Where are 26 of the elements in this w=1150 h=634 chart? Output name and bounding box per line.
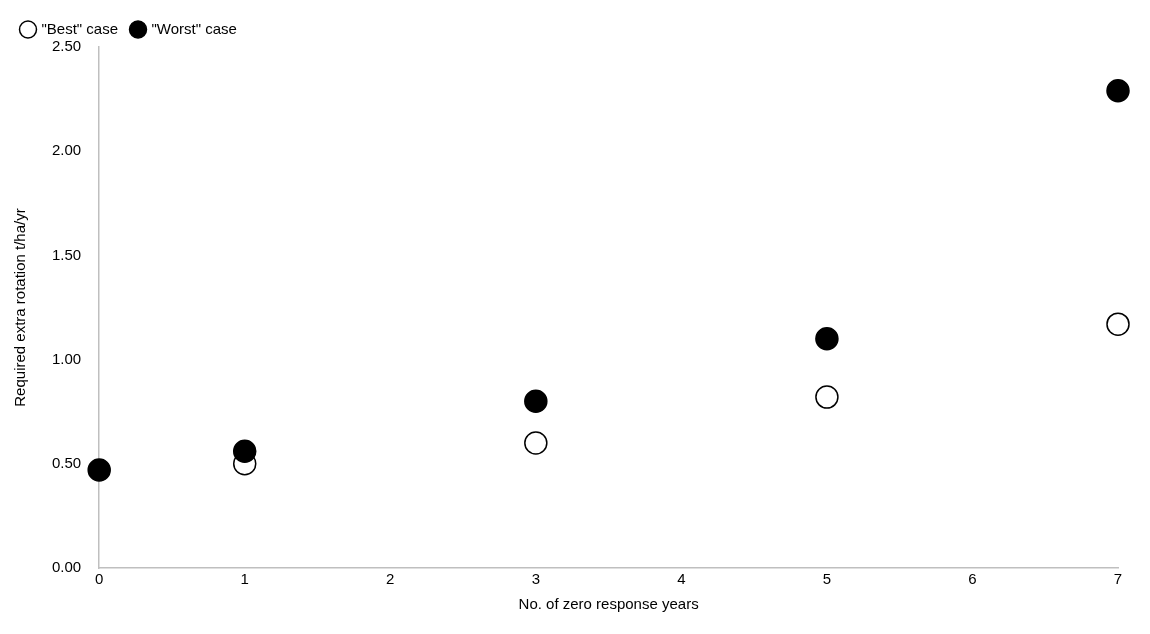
y-tick-label: 2.50	[51, 37, 82, 55]
point	[1106, 312, 1130, 336]
point	[524, 431, 548, 455]
x-tick-label: 5	[822, 570, 832, 588]
legend-label: "Best" case	[41, 19, 119, 37]
point	[87, 458, 111, 482]
y-tick-label: 1.50	[51, 245, 82, 263]
x-tick-label: 6	[968, 570, 977, 588]
x-tick-label: 2	[386, 570, 395, 588]
point	[232, 439, 257, 464]
y-tick-label: 2.00	[51, 141, 82, 159]
point	[815, 327, 839, 351]
y-tick-label: 1.00	[51, 349, 82, 367]
x-tick-label: 7	[1113, 570, 1123, 588]
point	[815, 385, 839, 409]
y-axis-title: Required extra rotation t/ha/yr	[11, 208, 29, 407]
x-axis-title: No. of zero response years	[518, 595, 699, 613]
x-tick-label: 4	[677, 570, 686, 588]
point	[524, 389, 548, 414]
x-tick-label: 3	[531, 570, 540, 588]
legend-label: "Worst" case	[151, 19, 237, 37]
x-tick-label: 1	[240, 570, 249, 588]
y-tick-label: 0.00	[51, 558, 82, 576]
x-tick-label: 0	[95, 570, 104, 588]
point	[1106, 79, 1130, 103]
y-tick-label: 0.50	[51, 453, 82, 471]
